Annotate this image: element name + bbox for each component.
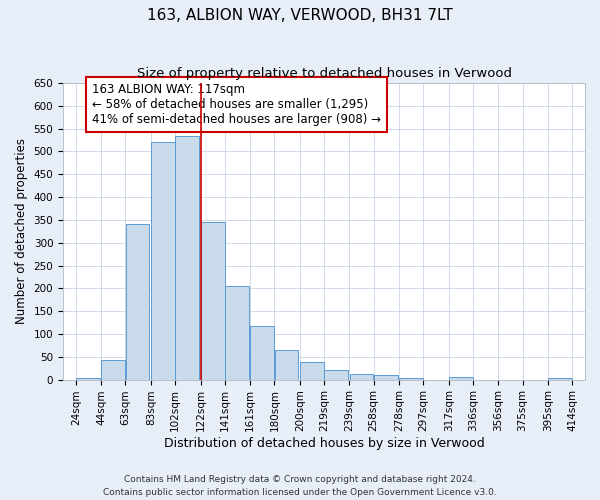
Bar	[374, 376, 398, 380]
Bar	[400, 378, 423, 380]
X-axis label: Distribution of detached houses by size in Verwood: Distribution of detached houses by size …	[164, 437, 484, 450]
Bar	[76, 378, 100, 380]
Y-axis label: Number of detached properties: Number of detached properties	[15, 138, 28, 324]
Bar	[201, 222, 224, 380]
Bar	[125, 224, 149, 380]
Text: 163 ALBION WAY: 117sqm
← 58% of detached houses are smaller (1,295)
41% of semi-: 163 ALBION WAY: 117sqm ← 58% of detached…	[92, 83, 381, 126]
Bar	[548, 378, 572, 380]
Text: Contains HM Land Registry data © Crown copyright and database right 2024.
Contai: Contains HM Land Registry data © Crown c…	[103, 476, 497, 497]
Bar	[300, 362, 324, 380]
Bar	[275, 350, 298, 380]
Bar	[175, 136, 199, 380]
Bar	[101, 360, 125, 380]
Bar	[350, 374, 373, 380]
Bar	[250, 326, 274, 380]
Bar	[225, 286, 249, 380]
Bar	[324, 370, 348, 380]
Bar	[449, 378, 473, 380]
Bar	[151, 142, 175, 380]
Title: Size of property relative to detached houses in Verwood: Size of property relative to detached ho…	[137, 68, 512, 80]
Text: 163, ALBION WAY, VERWOOD, BH31 7LT: 163, ALBION WAY, VERWOOD, BH31 7LT	[147, 8, 453, 22]
